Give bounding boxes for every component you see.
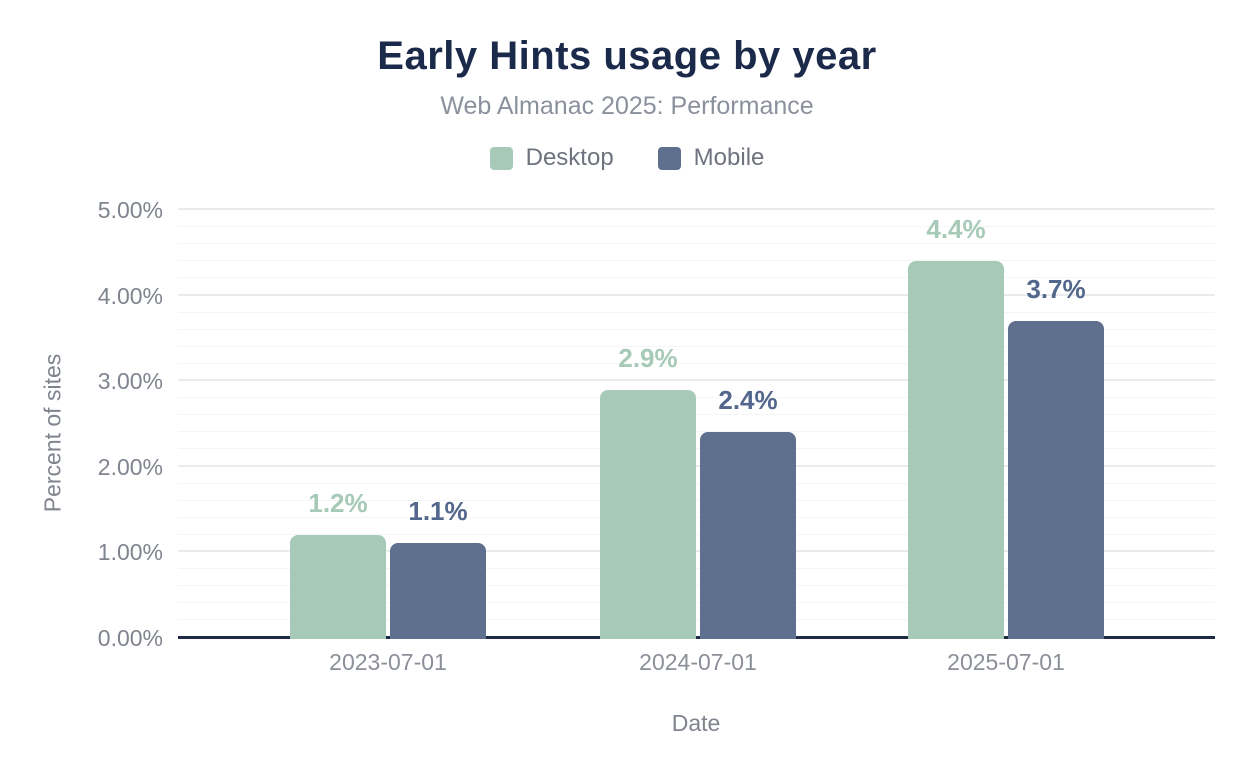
minor-gridline	[178, 397, 1215, 399]
legend-label-mobile: Mobile	[693, 144, 765, 171]
legend-item-desktop[interactable]: Desktop	[489, 144, 614, 172]
y-tick-label: 5.00%	[97, 197, 163, 223]
minor-gridline	[178, 516, 1215, 518]
bar-group-2024: 2.9% 2.4% 2024-07-01	[600, 210, 796, 675]
y-tick-label: 4.00%	[97, 282, 163, 309]
bar-group-2023: 1.2% 1.1% 2023-07-01	[290, 210, 486, 675]
bar-mobile-2025[interactable]	[1008, 321, 1104, 639]
y-axis-title: Percent of sites	[39, 353, 66, 513]
legend-item-mobile[interactable]: Mobile	[657, 144, 765, 172]
bar-desktop-2025[interactable]	[908, 261, 1004, 639]
legend-label-desktop: Desktop	[525, 144, 614, 171]
chart-title: Early Hints usage by year	[377, 34, 877, 78]
x-tick-2024: 2024-07-01	[639, 649, 757, 675]
bar-value-label-mobile-2025: 3.7%	[1026, 274, 1086, 305]
minor-gridline	[178, 585, 1215, 587]
minor-gridline	[178, 277, 1215, 279]
bar-mobile-2024[interactable]	[700, 432, 796, 639]
chart-subtitle: Web Almanac 2025: Performance	[440, 92, 814, 120]
bar-value-label-mobile-2023: 1.1%	[408, 496, 468, 527]
major-gridline	[178, 550, 1215, 552]
y-tick-label: 3.00%	[97, 368, 163, 394]
y-tick-label: 2.00%	[97, 453, 163, 480]
minor-gridline	[178, 448, 1215, 450]
bar-value-label-desktop-2024: 2.9%	[618, 342, 678, 373]
minor-gridline	[178, 260, 1215, 262]
x-axis-title: Date	[671, 710, 721, 736]
minor-gridline	[178, 431, 1215, 433]
minor-gridline	[178, 311, 1215, 313]
minor-gridline	[178, 243, 1215, 245]
major-gridline	[178, 379, 1215, 381]
plot-area: 0.00% 1.00% 2.00% 3.00% 4.00% 5.00% 1.2% 1.1%…	[98, 198, 1215, 675]
desktop-swatch-icon	[489, 146, 513, 170]
bar-mobile-2023[interactable]	[390, 543, 486, 639]
minor-gridline	[178, 226, 1215, 228]
bar-group-2025: 4.4% 3.7% 2025-07-01	[908, 210, 1104, 675]
minor-gridline	[178, 499, 1215, 501]
minor-gridline	[178, 568, 1215, 570]
minor-gridline	[178, 414, 1215, 416]
major-gridline	[178, 293, 1215, 296]
bar-desktop-2024[interactable]	[600, 389, 696, 639]
minor-gridline	[178, 362, 1215, 364]
major-gridline	[178, 208, 1215, 210]
minor-gridline	[178, 328, 1215, 330]
minor-gridline	[178, 602, 1215, 604]
minor-gridline	[178, 619, 1215, 621]
minor-gridline	[178, 533, 1215, 535]
y-tick-label: 1.00%	[97, 539, 163, 565]
x-axis-line	[178, 636, 1215, 639]
legend: Desktop Mobile	[0, 144, 1254, 172]
mobile-swatch-icon	[657, 146, 681, 170]
minor-gridline	[178, 345, 1215, 347]
x-tick-2025: 2025-07-01	[947, 649, 1065, 675]
bar-desktop-2023[interactable]	[290, 534, 386, 639]
y-tick-label: 0.00%	[97, 624, 163, 651]
x-tick-2023: 2023-07-01	[329, 649, 447, 675]
bar-value-label-desktop-2025: 4.4%	[926, 214, 986, 245]
major-gridline	[178, 464, 1215, 467]
bar-value-label-desktop-2023: 1.2%	[308, 487, 368, 518]
bar-value-label-mobile-2024: 2.4%	[718, 385, 778, 416]
minor-gridline	[178, 482, 1215, 484]
